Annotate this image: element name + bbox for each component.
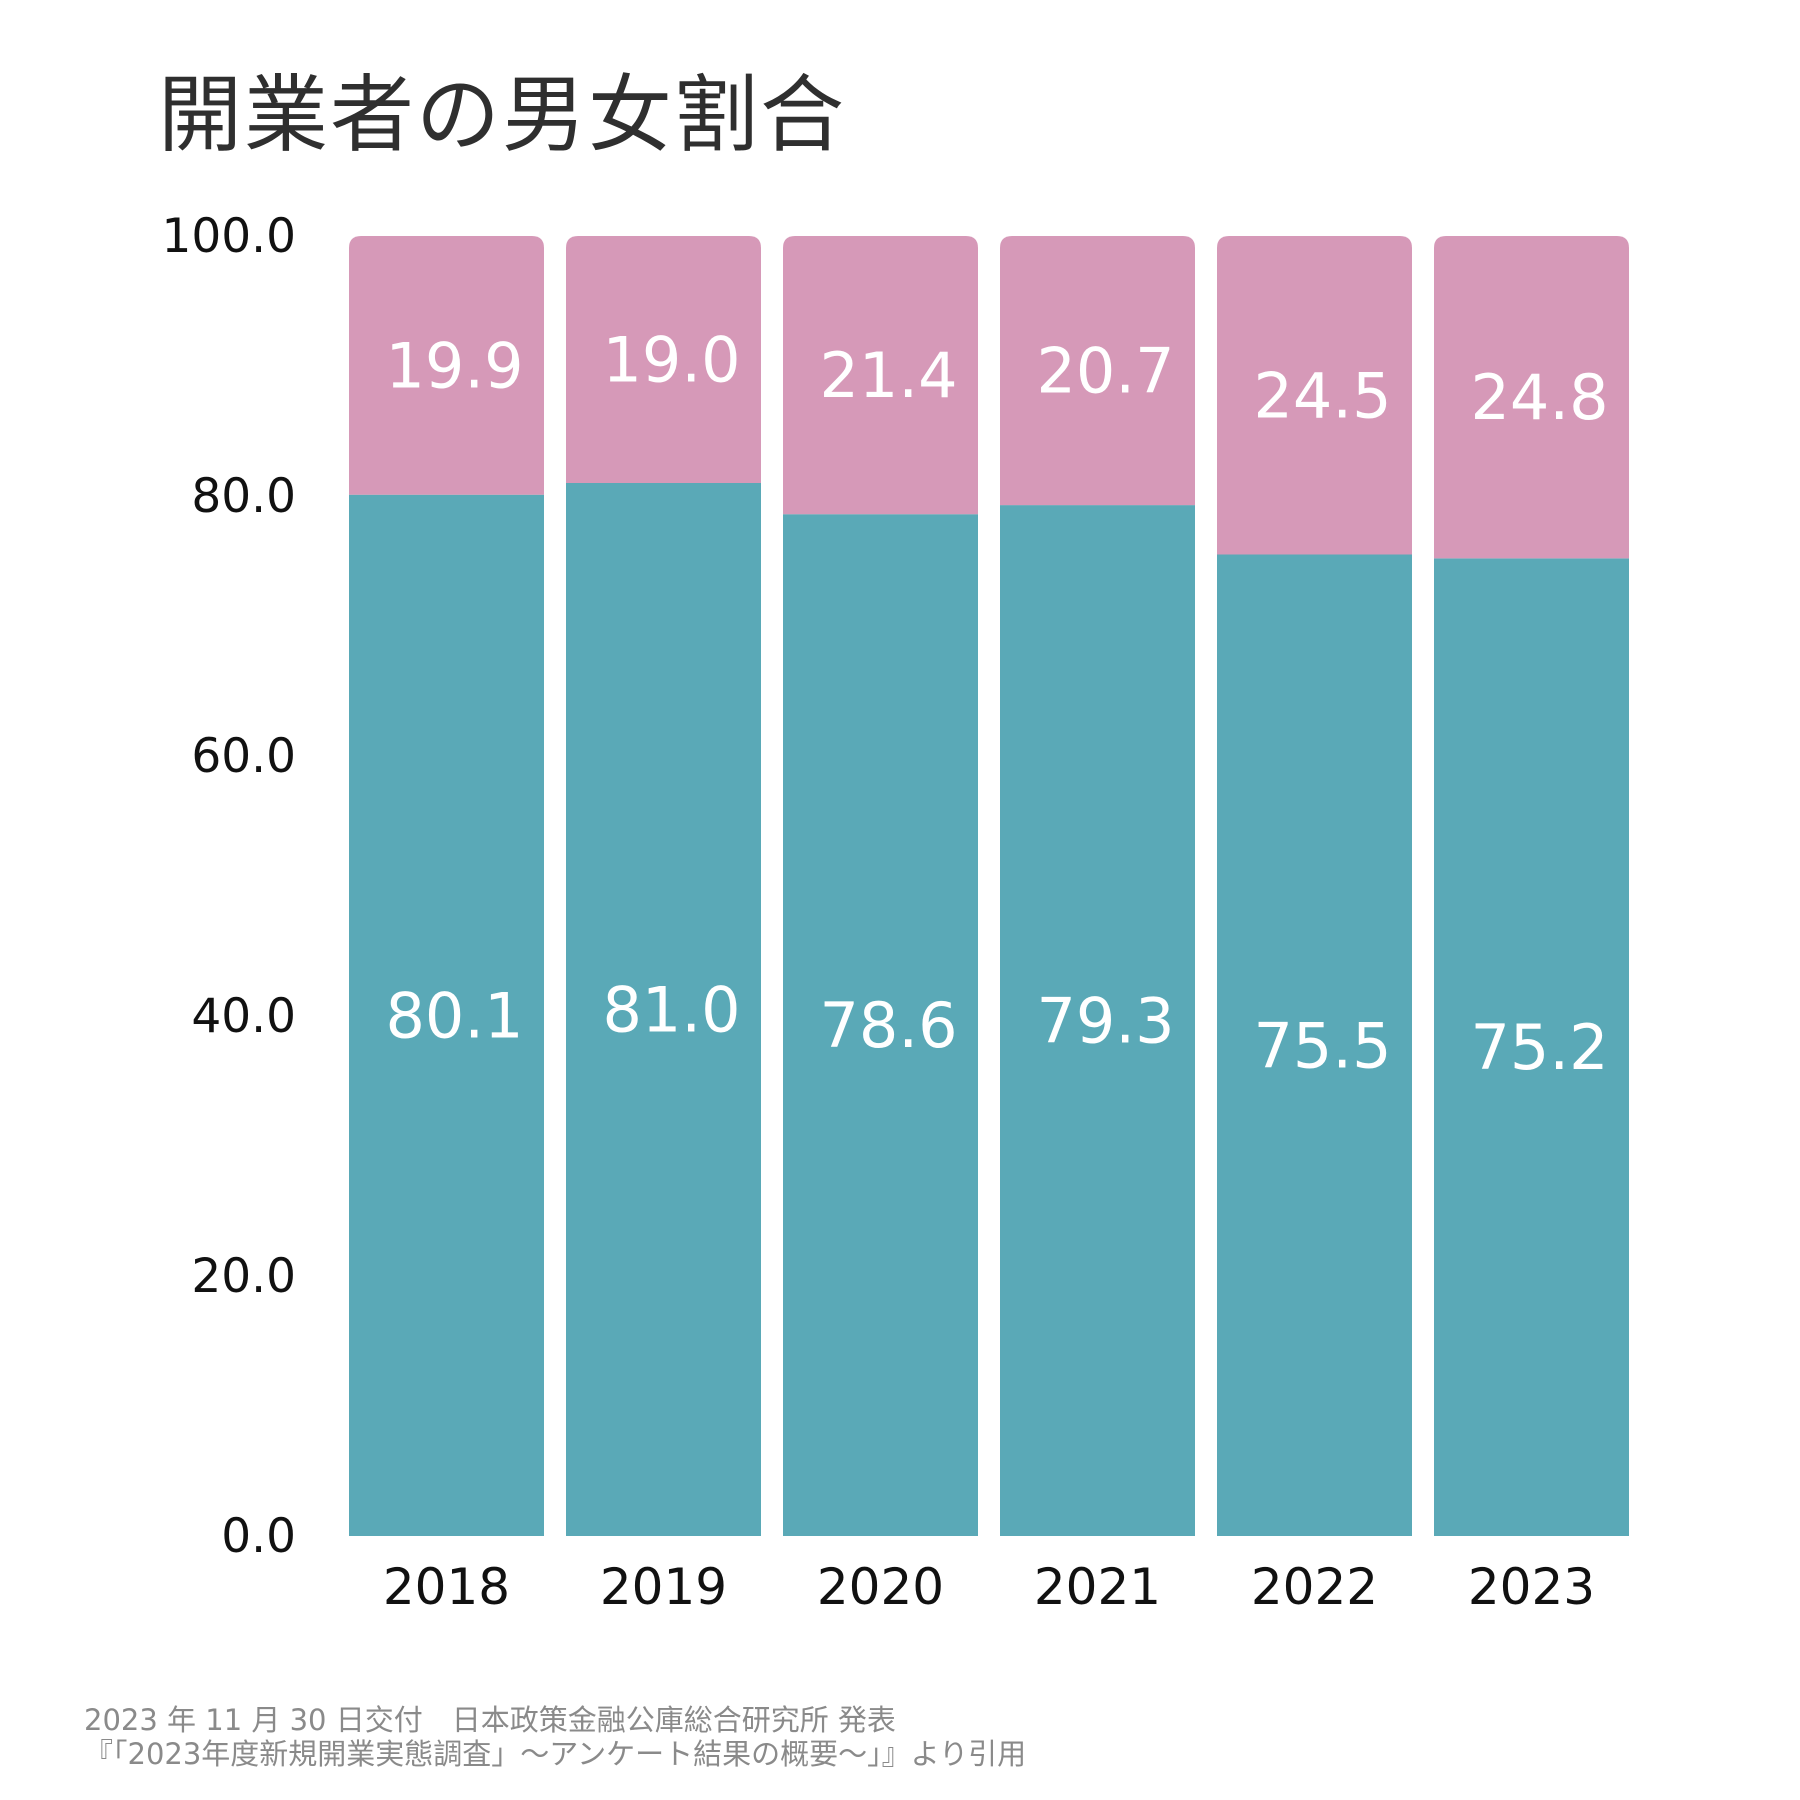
source-line-1: 2023 年 11 月 30 日交付 日本政策金融公庫総合研究所 発表 xyxy=(84,1703,896,1737)
chart-title: 開業者の男女割合 xyxy=(158,66,847,164)
data-label-1-2018: 80.1 xyxy=(385,979,523,1052)
bar-segment-2-2021 xyxy=(1000,236,1195,506)
y-tick-label: 20.0 xyxy=(191,1249,296,1304)
x-tick-label: 2018 xyxy=(383,1558,510,1616)
y-axis: 0.0 20.0 40.0 60.0 80.0 100.0 xyxy=(161,209,296,1564)
bar-segment-2-2022 xyxy=(1217,236,1412,555)
data-label-2-2023: 24.8 xyxy=(1470,361,1608,434)
data-label-1-2022: 75.5 xyxy=(1253,1009,1391,1082)
value-labels: 80.1 19.9 81.0 19.0 78.6 21.4 79.3 20.7 75.5 24.5… xyxy=(385,324,1608,1085)
x-axis: 2018 2019 2020 2021 2022 2023 xyxy=(383,1558,1595,1616)
data-label-2-2019: 19.0 xyxy=(602,324,740,397)
y-tick-label: 0.0 xyxy=(221,1509,296,1564)
data-label-2-2018: 19.9 xyxy=(385,329,523,402)
data-label-1-2021: 79.3 xyxy=(1036,985,1174,1058)
x-tick-label: 2019 xyxy=(600,1558,727,1616)
bar-segment-2-2020 xyxy=(783,236,978,515)
source-note: 2023 年 11 月 30 日交付 日本政策金融公庫総合研究所 発表 『「20… xyxy=(84,1703,1026,1771)
data-label-2-2021: 20.7 xyxy=(1036,335,1174,408)
bar-segment-1-2020 xyxy=(783,514,978,1536)
y-tick-label: 100.0 xyxy=(161,209,296,264)
y-tick-label: 40.0 xyxy=(191,989,296,1044)
data-label-2-2020: 21.4 xyxy=(819,339,957,412)
bar-segment-1-2018 xyxy=(349,494,544,1537)
bar-segment-2-2023 xyxy=(1434,236,1629,559)
data-label-1-2020: 78.6 xyxy=(819,989,957,1062)
x-tick-label: 2021 xyxy=(1034,1558,1161,1616)
y-tick-label: 60.0 xyxy=(191,729,296,784)
bar-segment-1-2022 xyxy=(1217,554,1412,1536)
bar-segment-2-2018 xyxy=(349,236,544,495)
x-tick-label: 2020 xyxy=(817,1558,944,1616)
data-label-1-2023: 75.2 xyxy=(1470,1011,1608,1084)
bars xyxy=(349,236,1629,1537)
x-tick-label: 2022 xyxy=(1251,1558,1378,1616)
bar-segment-1-2021 xyxy=(1000,505,1195,1537)
x-tick-label: 2023 xyxy=(1468,1558,1595,1616)
bar-segment-2-2019 xyxy=(566,236,761,483)
y-tick-label: 80.0 xyxy=(191,469,296,524)
source-line-2: 『「2023年度新規開業実態調査」～アンケート結果の概要～」』より引用 xyxy=(84,1737,1027,1771)
bar-segment-1-2023 xyxy=(1434,558,1629,1536)
data-label-2-2022: 24.5 xyxy=(1253,359,1391,432)
bar-segment-1-2019 xyxy=(566,483,761,1536)
data-label-1-2019: 81.0 xyxy=(602,974,740,1047)
